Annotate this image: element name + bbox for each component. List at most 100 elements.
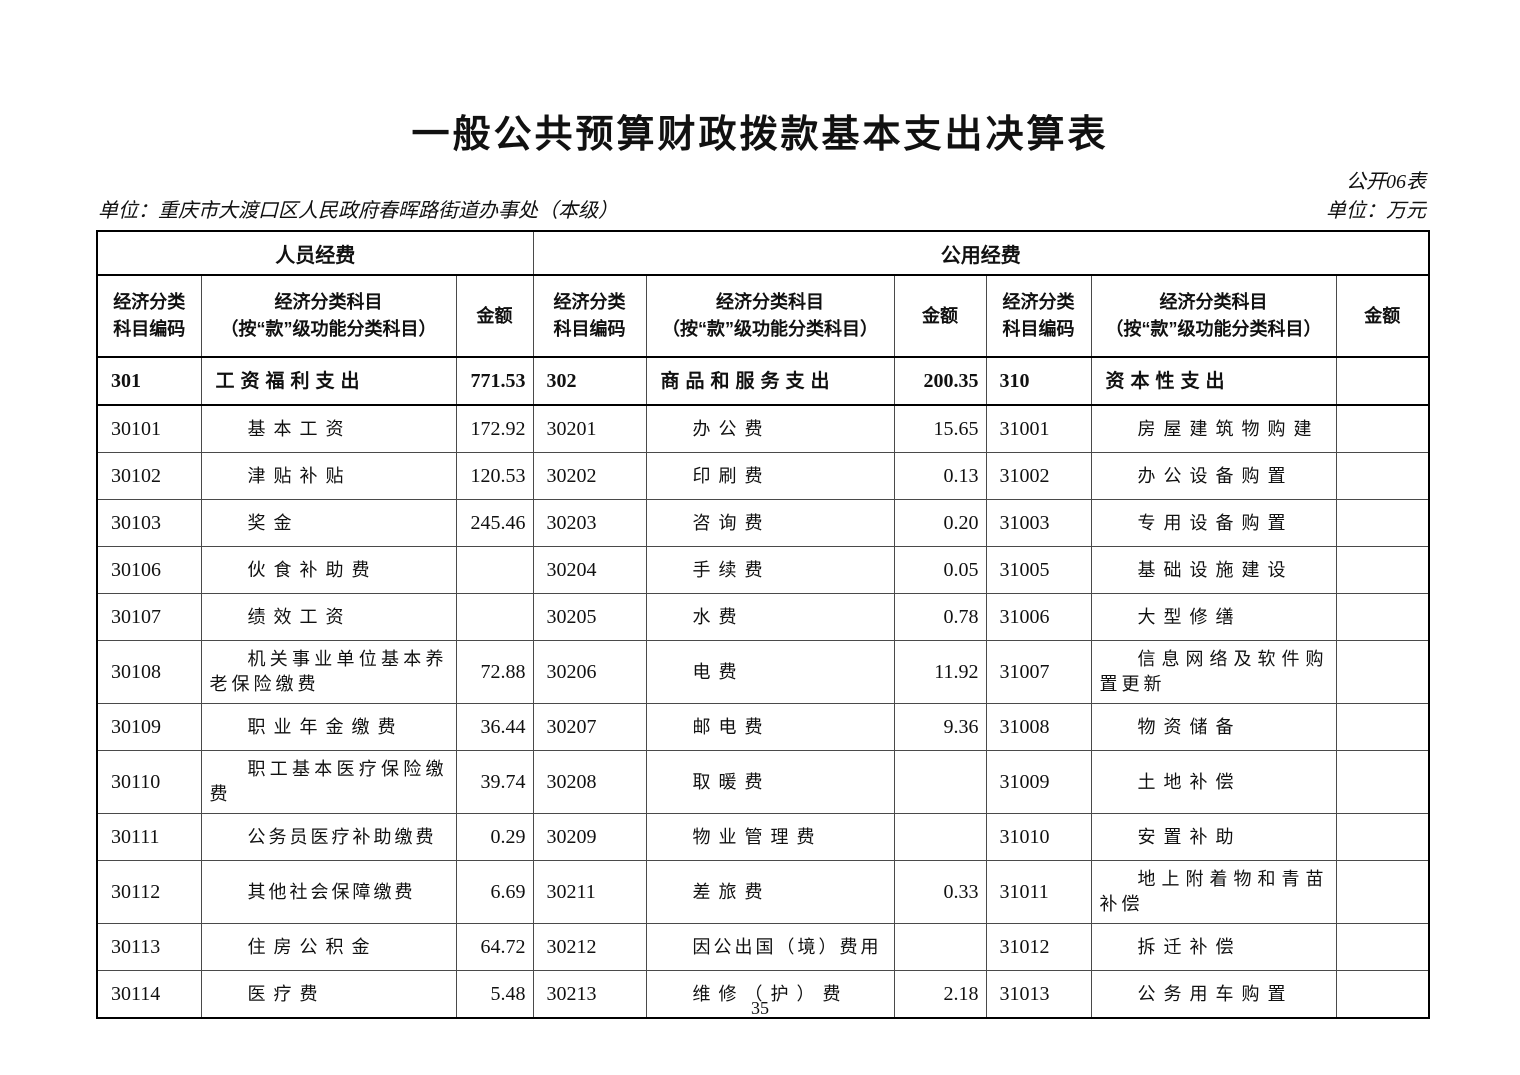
column-header-row: 经济分类 科目编码 经济分类科目 （按“款”级功能分类科目） 金额 经济分类 科…	[96, 274, 1430, 358]
page-number: 35	[751, 998, 769, 1018]
code-cell: 30103	[96, 499, 202, 547]
table-header: 人员经费 公用经费 经济分类 科目编码 经济分类科目 （按“款”级功能分类科目）…	[96, 230, 1430, 358]
code-cell: 30113	[96, 923, 202, 971]
amount-cell	[1335, 640, 1430, 704]
amount-cell: 0.05	[893, 546, 987, 594]
amount-cell	[1335, 923, 1430, 971]
subject-cell: 安置补助	[1090, 813, 1337, 861]
meta-row: 单位：重庆市大渡口区人民政府春晖路街道办事处（本级） 单位：万元	[98, 194, 1426, 223]
subject-cell: 津贴补贴	[200, 452, 457, 500]
amount-cell: 72.88	[455, 640, 534, 704]
code-cell: 30107	[96, 593, 202, 641]
amount-cell	[1335, 970, 1430, 1019]
code-cell: 30202	[532, 452, 647, 500]
table-row: 30109 职业年金缴费 36.44 30207 邮电费 9.36 31008 物资储备	[96, 703, 1430, 751]
subject-cell: 其他社会保障缴费	[200, 860, 457, 924]
code-cell: 30207	[532, 703, 647, 751]
col-header-subject: 经济分类科目 （按“款”级功能分类科目）	[1090, 274, 1337, 358]
subject-cell: 取暖费	[645, 750, 895, 814]
form-code-label: 公开06表	[1346, 171, 1426, 193]
subject-cell: 差旅费	[645, 860, 895, 924]
amount-cell: 120.53	[455, 452, 534, 500]
subject-cell: 水费	[645, 593, 895, 641]
code-cell: 30112	[96, 860, 202, 924]
code-cell: 30201	[532, 404, 647, 453]
subject-cell: 大型修缮	[1090, 593, 1337, 641]
page-title: 一般公共预算财政拨款基本支出决算表	[411, 114, 1109, 156]
money-unit-label: 单位：万元	[1326, 200, 1426, 222]
subject-cell: 维修（护）费	[645, 970, 895, 1019]
code-cell: 30208	[532, 750, 647, 814]
amount-cell: 15.65	[893, 404, 987, 453]
subject-cell: 物资储备	[1090, 703, 1337, 751]
amount-cell	[1335, 703, 1430, 751]
code-cell: 30203	[532, 499, 647, 547]
group-header-personnel: 人员经费	[96, 230, 534, 276]
code-cell: 30213	[532, 970, 647, 1019]
code-cell: 30101	[96, 404, 202, 453]
amount-cell	[455, 593, 534, 641]
table-row: 30112 其他社会保障缴费 6.69 30211 差旅费 0.33 31011 地上附着物和…	[96, 860, 1430, 924]
code-cell: 31007	[985, 640, 1092, 704]
table-row: 30108 机关事业单位基本养老保险缴费 72.88 30206 电费 11.92 3100…	[96, 640, 1430, 704]
amount-cell	[1335, 593, 1430, 641]
code-cell: 31012	[985, 923, 1092, 971]
amount-cell	[1335, 750, 1430, 814]
subject-cell: 电费	[645, 640, 895, 704]
code-cell: 30206	[532, 640, 647, 704]
code-cell: 31011	[985, 860, 1092, 924]
subject-cell: 办公设备购置	[1090, 452, 1337, 500]
code-cell: 31009	[985, 750, 1092, 814]
subject-cell: 邮电费	[645, 703, 895, 751]
col-header-amount: 金额	[455, 274, 534, 358]
group-header-row: 人员经费 公用经费	[96, 230, 1430, 276]
table-row: 30107 绩效工资 30205 水费 0.78 31006 大型修缮	[96, 593, 1430, 641]
code-cell: 30114	[96, 970, 202, 1019]
code-cell: 30212	[532, 923, 647, 971]
amount-cell: 172.92	[455, 404, 534, 453]
code-cell: 31005	[985, 546, 1092, 594]
code-cell: 30211	[532, 860, 647, 924]
amount-cell	[1335, 452, 1430, 500]
budget-table: 人员经费 公用经费 经济分类 科目编码 经济分类科目 （按“款”级功能分类科目）…	[96, 230, 1431, 1019]
table-row: 30101 基本工资 172.92 30201 办公费 15.65 31001 房屋建筑物购建	[96, 404, 1430, 453]
col-header-code: 经济分类 科目编码	[96, 274, 202, 358]
col-header-subject: 经济分类科目 （按“款”级功能分类科目）	[200, 274, 457, 358]
subject-cell: 商品和服务支出	[645, 356, 895, 406]
amount-cell: 0.78	[893, 593, 987, 641]
table-row: 30110 职工基本医疗保险缴费 39.74 30208 取暖费 31009 土地补偿	[96, 750, 1430, 814]
amount-cell	[1335, 499, 1430, 547]
col-header-amount: 金额	[1335, 274, 1430, 358]
col-header-code: 经济分类 科目编码	[532, 274, 647, 358]
code-cell: 31006	[985, 593, 1092, 641]
subject-cell: 物业管理费	[645, 813, 895, 861]
amount-cell	[893, 813, 987, 861]
amount-cell: 0.20	[893, 499, 987, 547]
amount-cell: 200.35	[893, 356, 987, 406]
subject-cell: 办公费	[645, 404, 895, 453]
table-row: 30103 奖金 245.46 30203 咨询费 0.20 31003 专用设备购置	[96, 499, 1430, 547]
code-cell: 31008	[985, 703, 1092, 751]
code-cell: 310	[985, 356, 1092, 406]
subject-cell: 因公出国（境）费用	[645, 923, 895, 971]
amount-cell	[1335, 813, 1430, 861]
subject-cell: 绩效工资	[200, 593, 457, 641]
subject-cell: 职工基本医疗保险缴费	[200, 750, 457, 814]
amount-cell	[1335, 356, 1430, 406]
subject-cell: 拆迁补偿	[1090, 923, 1337, 971]
code-cell: 30109	[96, 703, 202, 751]
subject-cell: 基础设施建设	[1090, 546, 1337, 594]
amount-cell	[1335, 546, 1430, 594]
subject-cell: 住房公积金	[200, 923, 457, 971]
table-row: 30114 医疗费 5.48 30213 维修（护）费 2.18 31013 公务用车购置	[96, 970, 1430, 1019]
amount-cell: 39.74	[455, 750, 534, 814]
subject-cell: 基本工资	[200, 404, 457, 453]
col-header-code: 经济分类 科目编码	[985, 274, 1092, 358]
amount-cell	[893, 923, 987, 971]
subject-cell: 公务员医疗补助缴费	[200, 813, 457, 861]
col-header-amount: 金额	[893, 274, 987, 358]
code-cell: 30111	[96, 813, 202, 861]
subject-cell: 公务用车购置	[1090, 970, 1337, 1019]
subject-cell: 专用设备购置	[1090, 499, 1337, 547]
